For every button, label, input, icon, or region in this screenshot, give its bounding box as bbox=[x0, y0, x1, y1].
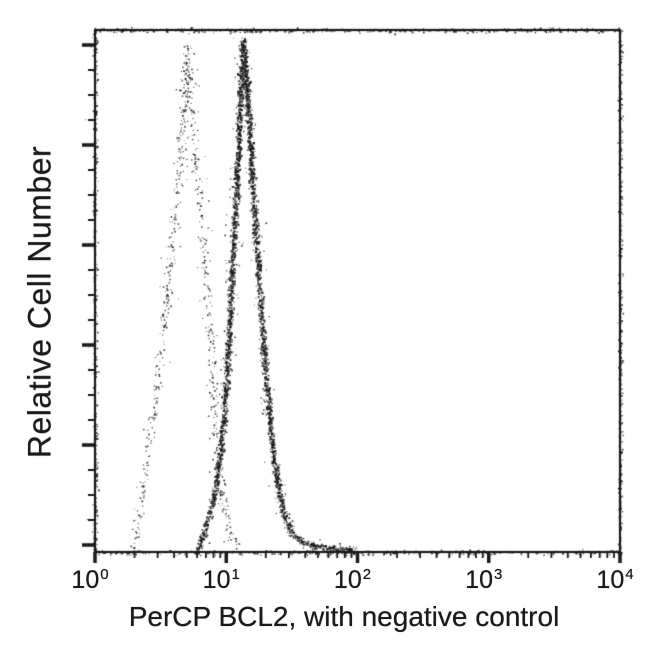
y-axis-label: Relative Cell Number bbox=[21, 145, 58, 459]
x-axis-tick-exponent: 2 bbox=[362, 566, 372, 583]
x-axis-tick-exponent: 0 bbox=[100, 566, 109, 583]
x-axis-tick-base: 10 bbox=[71, 566, 100, 594]
x-axis-tick-exponent: 4 bbox=[625, 566, 634, 583]
x-axis-tick-base: 10 bbox=[465, 566, 493, 594]
x-axis-label: PerCP BCL2, with negative control bbox=[128, 601, 560, 632]
x-axis-tick-label: 100 bbox=[71, 566, 108, 595]
x-axis-tick-label: 104 bbox=[596, 566, 633, 595]
x-axis-tick-exponent: 3 bbox=[493, 566, 503, 583]
x-axis-tick-label: 103 bbox=[465, 566, 502, 595]
x-axis-tick-base: 10 bbox=[202, 566, 231, 594]
x-axis-tick-base: 10 bbox=[333, 566, 362, 594]
x-axis-tick-label: 101 bbox=[203, 566, 240, 595]
x-axis-tick-label: 102 bbox=[334, 566, 371, 595]
x-axis-tick-exponent: 1 bbox=[231, 566, 240, 583]
x-axis-tick-base: 10 bbox=[596, 566, 625, 594]
